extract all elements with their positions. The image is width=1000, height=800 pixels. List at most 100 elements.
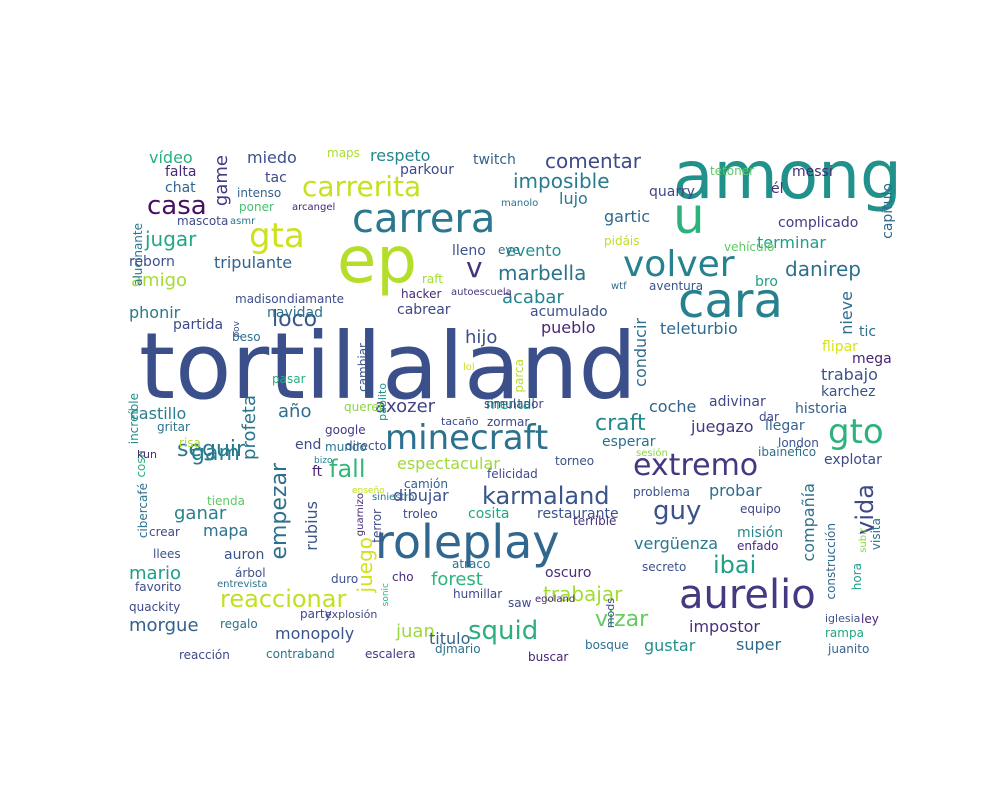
word-55: monopoly [275, 624, 355, 643]
word-68: coche [649, 397, 697, 416]
word-169: ley [861, 612, 879, 626]
word-100: él [771, 181, 784, 197]
word-175: djmario [435, 642, 481, 656]
word-162: problema [633, 485, 691, 499]
word-163: equipo [740, 502, 781, 516]
word-198: sonic [381, 583, 391, 607]
word-185: llees [153, 547, 181, 561]
word-39: morgue [129, 615, 199, 636]
word-107: aventura [649, 279, 704, 293]
word-155: felicidad [487, 467, 538, 481]
word-cloud: tortillaland among ep carrera cara roleplay u m… [125, 143, 900, 665]
word-144: directo [345, 439, 387, 453]
word-12: extremo [633, 448, 759, 483]
word-67: trabajo [821, 365, 878, 384]
word-104: tetoner [710, 164, 755, 178]
word-22: imposible [513, 169, 610, 193]
word-140: querer [344, 400, 384, 414]
word-122: poner [239, 200, 274, 214]
word-85: oscuro [545, 565, 592, 581]
word-143: google [325, 423, 366, 437]
word-71: phonir [129, 303, 181, 322]
word-93: complicado [778, 215, 859, 231]
word-123: asmr [230, 216, 256, 227]
word-188: duro [331, 572, 359, 586]
word-53: gartic [604, 207, 651, 226]
word-164: enfado [737, 539, 779, 553]
word-79: auron [224, 547, 265, 563]
word-193: egoland [535, 594, 576, 605]
word-63: nieve [837, 291, 856, 335]
word-41: axozer [375, 396, 436, 417]
word-26: empezar [267, 463, 292, 560]
word-160: terror [370, 509, 384, 543]
word-70: navidad [267, 305, 323, 321]
word-173: bosque [585, 638, 629, 652]
word-108: wtf [611, 281, 627, 292]
word-8: aurelio [679, 572, 816, 618]
word-61: mapa [203, 521, 249, 540]
word-159: troleo [403, 507, 438, 521]
word-54: terminar [757, 233, 826, 252]
word-51: impostor [689, 617, 760, 636]
word-37: amigo [131, 270, 188, 291]
word-194: secreto [642, 560, 687, 574]
word-119: maps [327, 146, 360, 160]
word-146: gritar [157, 420, 190, 434]
word-43: ganar [174, 503, 227, 524]
word-95: tic [859, 324, 877, 340]
word-129: madison [235, 292, 287, 306]
word-137: lol [463, 362, 475, 373]
word-73: tripulante [214, 253, 293, 272]
word-168: hora [850, 563, 864, 591]
word-35: jugar [145, 227, 197, 251]
word-184: crear [149, 525, 180, 539]
word-170: rampa [825, 626, 864, 640]
word-166: subir [858, 528, 869, 553]
word-5: roleplay [375, 515, 560, 569]
word-16: reaccionar [220, 585, 347, 613]
word-182: entrevista [217, 579, 268, 590]
word-31: craft [595, 411, 646, 436]
word-81: cosita [468, 506, 510, 522]
word-130: diamante [287, 292, 345, 306]
word-62: vergüenza [634, 534, 719, 553]
word-118: parkour [400, 162, 455, 178]
word-46: año [278, 401, 312, 422]
word-97: adivinar [709, 394, 766, 410]
word-42: hijo [465, 327, 498, 348]
word-0: tortillaland [139, 313, 637, 420]
word-24: comentar [545, 149, 642, 173]
word-183: árbol [235, 566, 266, 580]
word-19: guy [653, 496, 702, 526]
word-77: super [736, 635, 782, 654]
word-20: fall [329, 455, 366, 483]
word-161: terrible [573, 514, 617, 528]
word-10: gta [249, 216, 305, 256]
word-190: atraco [452, 557, 491, 571]
word-15: squid [468, 616, 539, 646]
word-45: acabar [502, 287, 564, 308]
word-177: contraband [266, 647, 335, 661]
word-76: titulo [429, 629, 471, 648]
word-131: partida [173, 317, 224, 333]
word-27: seguir [177, 437, 246, 462]
word-150: bizo [314, 456, 333, 466]
word-171: iglesia [825, 612, 861, 625]
word-6: u [673, 187, 705, 245]
word-152: ibainefico [758, 445, 817, 459]
word-56: rubius [302, 501, 321, 551]
word-178: reacción [179, 648, 230, 662]
word-28: danirep [785, 257, 861, 281]
word-84: ft [312, 464, 323, 480]
word-74: teleturbio [660, 319, 738, 338]
word-127: falta [165, 164, 197, 180]
word-167: visita [869, 518, 883, 551]
word-2: ep [337, 224, 417, 298]
word-103: vehículo [724, 240, 775, 254]
word-149: kun [137, 448, 157, 461]
word-110: cabrear [397, 302, 451, 318]
word-186: cibercafé [136, 483, 150, 539]
word-179: regalo [220, 617, 258, 631]
word-65: conducir [631, 318, 650, 387]
